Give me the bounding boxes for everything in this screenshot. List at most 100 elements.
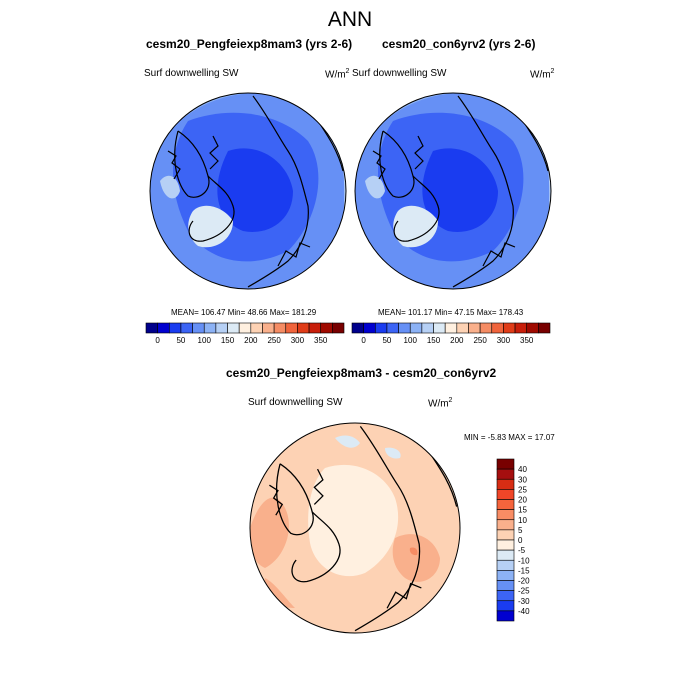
colorbar-box [374, 322, 388, 334]
colorbar-tick-label: 350 [520, 336, 534, 345]
colorbar-box [496, 559, 515, 571]
colorbar-box [192, 322, 205, 334]
left-panel-title: cesm20_Pengfeiexp8mam3 (yrs 2-6) [146, 37, 353, 51]
left-panel-stats: MEAN= 106.47 Min= 48.66 Max= 181.29 [171, 308, 317, 317]
colorbar-tick-label: -20 [518, 577, 530, 586]
colorbar-box [496, 509, 515, 521]
colorbar-box [496, 590, 515, 602]
colorbar-tick-label: -25 [518, 587, 530, 596]
diff-polar-map [249, 422, 461, 634]
colorbar-tick-label: 100 [404, 336, 418, 345]
colorbar-box [308, 322, 322, 334]
colorbar-box [496, 478, 515, 490]
colorbar-box [215, 322, 228, 334]
colorbar-box [496, 580, 515, 591]
colorbar-box [363, 322, 376, 334]
colorbar-tick-label: 300 [497, 336, 511, 345]
colorbar-box [496, 489, 515, 500]
colorbar-tick-label: -10 [518, 556, 530, 565]
right-panel-title: cesm20_con6yrv2 (yrs 2-6) [382, 37, 536, 51]
colorbar-box [409, 322, 423, 334]
colorbar-box [496, 539, 515, 551]
colorbar-tick-label: 20 [518, 496, 527, 505]
colorbar-tick-label: 250 [473, 336, 487, 345]
right-panel-stats: MEAN= 101.17 Min= 47.15 Max= 178.43 [378, 308, 524, 317]
left-units: W/m2 [325, 68, 350, 81]
colorbar-box [433, 322, 446, 334]
colorbar-box [526, 322, 539, 334]
left-colorbar: 0 50 100 150 200 250 300 350 [145, 322, 345, 345]
colorbar-box [262, 322, 275, 334]
colorbar-tick-label: 150 [427, 336, 441, 345]
colorbar-tick-label: 40 [518, 465, 527, 474]
right-polar-map [354, 92, 552, 290]
colorbar-box [250, 322, 263, 334]
colorbar-box [496, 600, 515, 612]
colorbar-tick-label: 50 [382, 336, 391, 345]
colorbar-tick-label: -5 [518, 546, 526, 555]
colorbar-box [496, 529, 515, 541]
colorbar-box [491, 322, 504, 334]
diff-units: W/m2 [428, 397, 453, 410]
diff-variable-label: Surf downwelling SW [248, 397, 343, 408]
colorbar-tick-label: 5 [518, 526, 523, 535]
left-polar-map [149, 92, 347, 290]
colorbar-box [351, 322, 364, 334]
colorbar-box [273, 322, 287, 334]
colorbar-box [444, 322, 458, 334]
colorbar-tick-label: 300 [291, 336, 305, 345]
colorbar-box [157, 322, 170, 334]
colorbar-box [496, 570, 515, 581]
colorbar-tick-label: 200 [244, 336, 258, 345]
colorbar-tick-label: -30 [518, 597, 530, 606]
colorbar-box [496, 458, 515, 470]
colorbar-box [398, 322, 411, 334]
colorbar-tick-label: 25 [518, 485, 527, 494]
colorbar-tick-label: 30 [518, 475, 527, 484]
colorbar-tick-label: 350 [314, 336, 328, 345]
diff-panel-title: cesm20_Pengfeiexp8mam3 - cesm20_con6yrv2 [226, 366, 497, 380]
colorbar-box [496, 468, 515, 480]
colorbar-box [496, 519, 515, 531]
colorbar-tick-label: 150 [221, 336, 235, 345]
right-units: W/m2 [530, 68, 555, 81]
colorbar-box [514, 322, 528, 334]
colorbar-box [227, 322, 240, 334]
figure-title: ANN [327, 8, 373, 31]
colorbar-box [538, 322, 551, 334]
colorbar-tick-label: 200 [450, 336, 464, 345]
colorbar-box [180, 322, 193, 334]
colorbar-box [503, 322, 516, 334]
colorbar-box [168, 322, 182, 334]
right-colorbar: 0 50 100 150 200 250 300 350 [351, 322, 551, 345]
colorbar-box [468, 322, 481, 334]
right-variable-label: Surf downwelling SW [352, 68, 447, 79]
colorbar-tick-label: 100 [198, 336, 212, 345]
colorbar-box [386, 322, 399, 334]
colorbar-tick-label: 0 [518, 536, 523, 545]
colorbar-box [320, 322, 333, 334]
colorbar-tick-label: 15 [518, 506, 527, 515]
colorbar-box [496, 499, 515, 510]
colorbar-tick-label: 250 [267, 336, 281, 345]
colorbar-box [421, 322, 434, 334]
colorbar-box [332, 322, 345, 334]
colorbar-tick-label: 50 [176, 336, 185, 345]
colorbar-box [238, 322, 252, 334]
colorbar-box [285, 322, 298, 334]
colorbar-tick-label: 0 [155, 336, 160, 345]
colorbar-tick-label: 0 [361, 336, 366, 345]
colorbar-box [456, 322, 469, 334]
diff-panel-stats: MIN = -5.83 MAX = 17.07 [464, 433, 555, 442]
colorbar-box [479, 322, 493, 334]
colorbar-tick-label: -40 [518, 607, 530, 616]
colorbar-box [145, 322, 158, 334]
left-variable-label: Surf downwelling SW [144, 68, 239, 79]
colorbar-box [496, 549, 515, 561]
colorbar-box [297, 322, 310, 334]
colorbar-box [496, 610, 515, 622]
colorbar-tick-label: -15 [518, 566, 530, 575]
colorbar-box [203, 322, 217, 334]
